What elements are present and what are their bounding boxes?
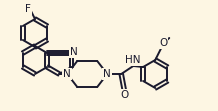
Text: O: O: [120, 90, 128, 100]
Text: N: N: [63, 69, 71, 79]
Text: N: N: [103, 69, 111, 79]
Text: HN: HN: [126, 55, 141, 65]
Text: F: F: [25, 4, 31, 14]
Text: N: N: [70, 47, 78, 57]
Text: O: O: [159, 38, 167, 48]
